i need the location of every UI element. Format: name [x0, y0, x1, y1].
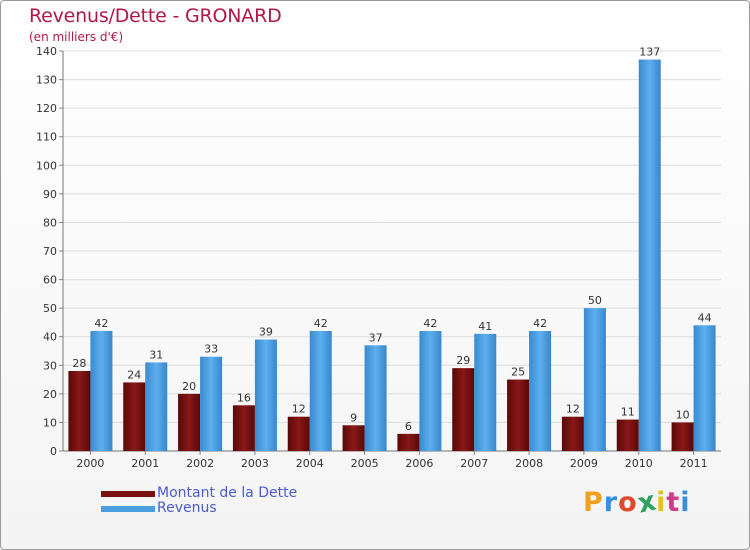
bar-revenue: [474, 333, 497, 451]
data-label-debt: 12: [292, 403, 306, 416]
x-tick-label: 2005: [351, 457, 379, 470]
data-label-debt: 29: [456, 354, 470, 367]
x-tick-label: 2003: [241, 457, 269, 470]
bar-revenue: [254, 339, 277, 451]
legend-label-debt: Montant de la Dette: [157, 485, 298, 501]
data-label-debt: 11: [621, 406, 635, 419]
bar-debt: [232, 405, 255, 451]
logo-letter: i: [656, 487, 667, 518]
logo-letter: P: [583, 487, 604, 518]
logo-letter: r: [603, 487, 619, 518]
data-label-revenue: 37: [369, 331, 383, 344]
bar-revenue: [638, 59, 661, 451]
data-label-debt: 16: [237, 391, 251, 404]
bar-debt: [507, 379, 530, 451]
bar-debt: [123, 382, 146, 451]
x-tick-label: 2004: [296, 457, 324, 470]
data-label-revenue: 42: [314, 317, 328, 330]
bar-debt: [68, 371, 91, 451]
bar-debt: [452, 368, 475, 451]
y-tick-label: 110: [36, 131, 57, 144]
legend-label-revenue: Revenus: [157, 500, 217, 516]
bar-revenue: [90, 331, 113, 451]
y-tick-label: 80: [43, 216, 57, 229]
data-label-revenue: 137: [639, 46, 660, 59]
data-label-debt: 6: [405, 420, 412, 433]
legend-swatch-revenue: [101, 506, 155, 512]
chart-title: Revenus/Dette - GRONARD: [29, 5, 282, 27]
bar-revenue: [145, 362, 168, 451]
y-tick-label: 40: [43, 331, 57, 344]
bar-revenue: [529, 331, 552, 451]
data-label-debt: 12: [566, 403, 580, 416]
x-tick-label: 2000: [76, 457, 104, 470]
x-tick-label: 2006: [405, 457, 433, 470]
data-label-revenue: 41: [478, 320, 492, 333]
y-tick-label: 100: [36, 159, 57, 172]
data-label-debt: 20: [182, 380, 196, 393]
data-label-revenue: 42: [94, 317, 108, 330]
data-label-debt: 24: [127, 368, 141, 381]
y-tick-label: 10: [43, 416, 57, 429]
data-label-revenue: 31: [149, 348, 163, 361]
bar-revenue: [200, 356, 223, 451]
y-tick-label: 50: [43, 302, 57, 315]
bar-debt: [616, 419, 639, 451]
x-tick-label: 2008: [515, 457, 543, 470]
y-tick-label: 130: [36, 74, 57, 87]
data-label-debt: 9: [350, 411, 357, 424]
y-tick-label: 0: [50, 445, 57, 458]
logo-letter: t: [666, 487, 681, 518]
proxiti-logo: Proxiti: [583, 485, 691, 519]
bar-revenue: [309, 331, 332, 451]
y-tick-label: 140: [36, 45, 57, 58]
x-tick-label: 2009: [570, 457, 598, 470]
data-label-revenue: 44: [698, 311, 712, 324]
bar-debt: [397, 433, 420, 451]
y-tick-label: 30: [43, 359, 57, 372]
x-tick-label: 2002: [186, 457, 214, 470]
logo-letter: o: [618, 487, 638, 518]
chart-subtitle: (en milliers d'€): [29, 30, 124, 44]
y-tick-label: 70: [43, 245, 57, 258]
x-tick-label: 2007: [460, 457, 488, 470]
data-label-debt: 10: [676, 408, 690, 421]
y-tick-label: 90: [43, 188, 57, 201]
bar-debt: [561, 416, 584, 451]
bar-revenue: [693, 325, 716, 451]
data-label-debt: 28: [72, 357, 86, 370]
y-tick-label: 60: [43, 274, 57, 287]
x-tick-label: 2001: [131, 457, 159, 470]
y-tick-label: 20: [43, 388, 57, 401]
bar-debt: [342, 425, 365, 451]
bar-revenue: [364, 345, 387, 451]
logo-letter: i: [680, 487, 691, 518]
y-tick-label: 120: [36, 102, 57, 115]
data-label-revenue: 39: [259, 326, 273, 339]
data-label-revenue: 42: [533, 317, 547, 330]
data-label-revenue: 33: [204, 343, 218, 356]
bar-revenue: [583, 308, 606, 451]
legend-swatch-debt: [101, 491, 155, 497]
bar-debt: [287, 416, 310, 451]
data-label-debt: 25: [511, 366, 525, 379]
x-tick-label: 2011: [680, 457, 708, 470]
bar-revenue: [419, 331, 442, 451]
bar-debt: [178, 393, 201, 451]
data-label-revenue: 42: [423, 317, 437, 330]
x-tick-label: 2010: [625, 457, 653, 470]
data-label-revenue: 50: [588, 294, 602, 307]
bar-debt: [671, 422, 694, 451]
